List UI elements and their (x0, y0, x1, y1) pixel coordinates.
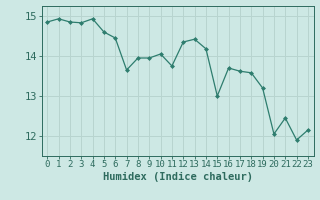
X-axis label: Humidex (Indice chaleur): Humidex (Indice chaleur) (103, 172, 252, 182)
